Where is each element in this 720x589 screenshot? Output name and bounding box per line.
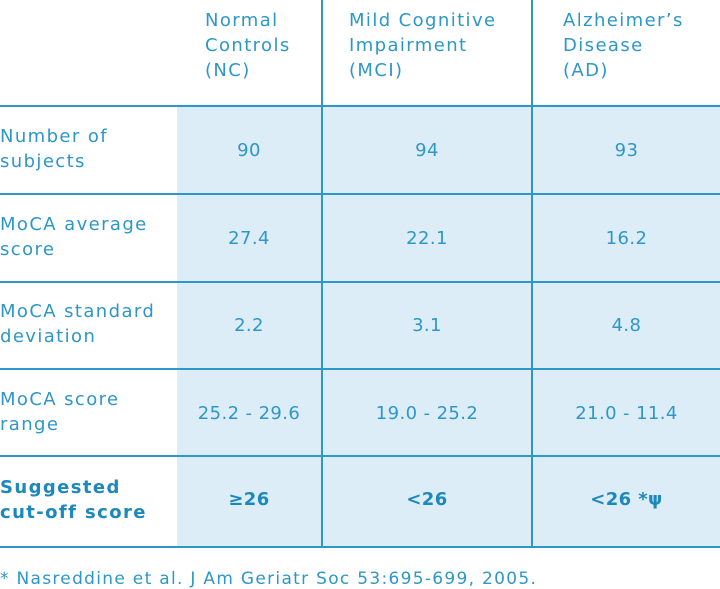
column-header-mci: Mild Cognitive Impairment (MCI) xyxy=(349,10,497,81)
table-cell: <26 *ψ xyxy=(590,489,663,510)
table-cell: 90 xyxy=(237,140,261,161)
row-divider xyxy=(0,455,720,457)
footnote: * Nasreddine et al. J Am Geriatr Soc 53:… xyxy=(0,569,538,589)
row-divider xyxy=(0,281,720,283)
table-cell: 25.2 - 29.6 xyxy=(197,403,301,424)
row-label-range: MoCA score range xyxy=(0,389,120,435)
table-cell: 16.2 xyxy=(605,228,648,249)
row-label-std-dev: MoCA standard deviation xyxy=(0,301,156,347)
row-label-cutoff: Suggested cut-off score xyxy=(0,477,147,523)
table-cell: ≥26 xyxy=(228,489,270,510)
table-cell: 93 xyxy=(614,140,639,161)
table-cell: 2.2 xyxy=(234,315,264,336)
table-cell: 21.0 - 11.4 xyxy=(575,403,678,424)
table-cell: 94 xyxy=(415,140,439,161)
row-divider xyxy=(0,368,720,370)
table-cell: <26 xyxy=(406,489,448,510)
row-label-subjects: Number of subjects xyxy=(0,126,108,172)
row-divider xyxy=(0,105,720,107)
column-divider xyxy=(321,0,323,547)
row-label-average: MoCA average score xyxy=(0,214,148,260)
table-cell: 4.8 xyxy=(611,315,642,336)
table-cell: 3.1 xyxy=(412,315,442,336)
row-divider xyxy=(0,546,720,548)
table-cell: 22.1 xyxy=(406,228,448,249)
row-divider xyxy=(0,193,720,195)
table-cell: 19.0 - 25.2 xyxy=(375,403,479,424)
column-divider xyxy=(531,0,533,547)
table-body-background xyxy=(177,107,720,547)
table-cell: 27.4 xyxy=(228,228,270,249)
column-header-nc: Normal Controls (NC) xyxy=(205,10,291,81)
column-header-ad: Alzheimer’s Disease (AD) xyxy=(563,10,684,81)
